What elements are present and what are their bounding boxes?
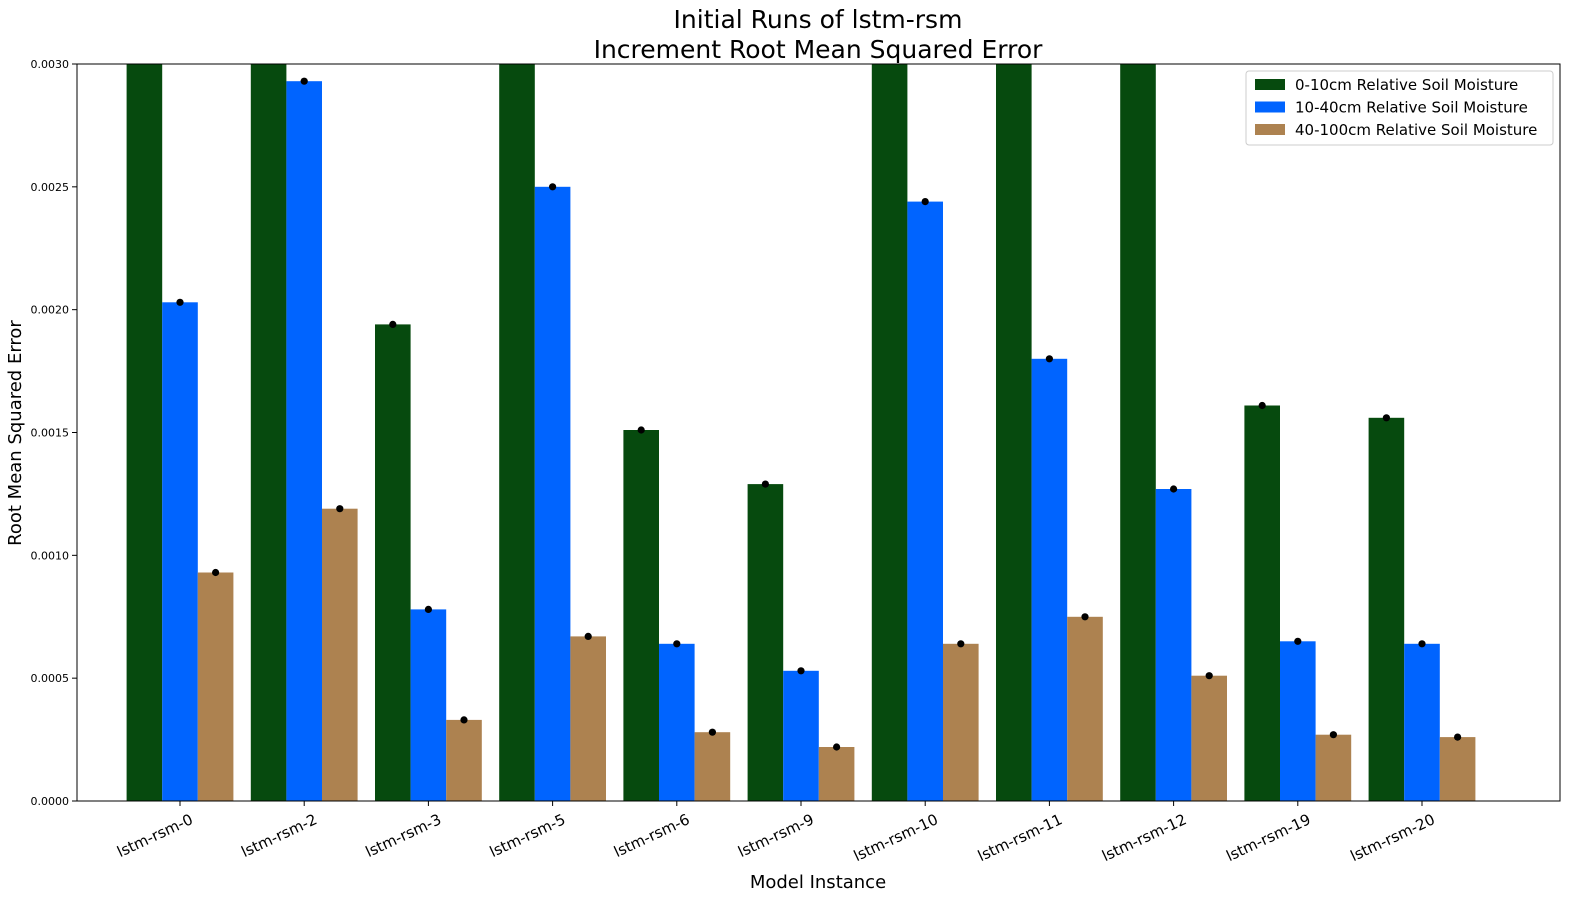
error-marker	[1382, 414, 1390, 422]
bar	[126, 64, 163, 801]
y-axis-label: Root Mean Squared Error	[5, 320, 26, 546]
bar	[534, 186, 571, 801]
y-tick-label: 0.0005	[31, 672, 70, 685]
error-marker	[1045, 355, 1053, 363]
error-marker	[708, 728, 717, 736]
legend-label: 0-10cm Relative Soil Moisture	[1295, 76, 1518, 94]
bar	[499, 64, 535, 801]
x-tick-label: lstm-rsm-20	[1348, 810, 1438, 865]
error-marker	[637, 426, 645, 434]
x-tick-label: lstm-rsm-12	[1099, 810, 1189, 865]
y-tick-label: 0.0020	[31, 304, 70, 317]
bar	[996, 64, 1032, 801]
error-marker	[1454, 733, 1462, 741]
x-tick-label: lstm-rsm-19	[1223, 810, 1313, 865]
legend-swatch	[1255, 79, 1285, 90]
x-tick-label: lstm-rsm-9	[735, 810, 816, 861]
bars-group	[126, 64, 1476, 801]
y-tick-label: 0.0015	[31, 427, 70, 440]
bar	[1280, 641, 1316, 801]
chart-subtitle: Increment Root Mean Squared Error	[594, 35, 1044, 64]
y-tick-label: 0.0030	[31, 58, 70, 71]
error-marker	[921, 198, 929, 206]
error-marker	[549, 183, 557, 191]
bar	[694, 732, 731, 801]
bar	[1404, 643, 1440, 801]
bar	[783, 670, 819, 801]
error-marker	[1170, 485, 1178, 493]
error-marker	[584, 632, 592, 641]
error-marker	[1258, 401, 1266, 410]
bar	[1031, 358, 1068, 801]
bar	[1315, 734, 1352, 801]
bar	[907, 201, 943, 801]
error-markers	[176, 77, 1462, 751]
chart-title: Initial Runs of lstm-rsm	[674, 5, 963, 34]
legend-swatch	[1255, 101, 1285, 113]
x-tick-label: lstm-rsm-3	[363, 810, 444, 861]
bar	[1067, 616, 1103, 801]
bar	[943, 643, 979, 801]
legend-swatch	[1255, 124, 1285, 135]
y-tick-label: 0.0010	[31, 549, 70, 562]
error-marker	[957, 640, 965, 648]
error-marker	[1329, 731, 1337, 739]
error-marker	[1205, 672, 1213, 680]
bar	[747, 484, 784, 801]
error-marker	[389, 320, 397, 328]
bar	[410, 609, 447, 801]
bar	[1120, 64, 1156, 801]
bar	[322, 508, 358, 801]
bar	[1439, 737, 1476, 801]
x-tick-label: lstm-rsm-10	[851, 810, 941, 865]
x-tick-label: lstm-rsm-0	[114, 810, 195, 861]
bar	[162, 302, 198, 801]
bar	[197, 572, 234, 801]
bar	[1155, 489, 1192, 801]
plot-area: 0.0000 0.0005 0.0010 0.0015 0.0020 0.0025 0.00…	[31, 58, 1561, 865]
legend: 0-10cm Relative Soil Moisture 10-40cm Rel…	[1245, 70, 1554, 146]
error-marker	[833, 743, 841, 751]
bar	[1368, 417, 1405, 801]
bar	[570, 636, 606, 801]
bar	[250, 64, 287, 801]
error-marker	[761, 480, 770, 488]
error-marker	[176, 298, 184, 306]
legend-box	[1245, 70, 1554, 146]
error-marker	[212, 568, 220, 577]
error-marker	[1418, 640, 1426, 648]
bar	[1191, 675, 1227, 801]
error-marker	[1081, 613, 1089, 621]
x-tick-label: lstm-rsm-2	[238, 810, 319, 861]
x-tick-label: lstm-rsm-5	[487, 810, 568, 861]
x-tick-label: lstm-rsm-6	[611, 810, 692, 861]
error-marker	[300, 77, 308, 85]
bar	[818, 747, 855, 801]
error-marker	[460, 716, 468, 724]
bar	[286, 81, 322, 801]
bar	[659, 643, 695, 801]
error-marker	[797, 667, 805, 675]
error-marker	[336, 505, 344, 513]
bar	[446, 719, 482, 801]
bar	[375, 324, 411, 801]
error-marker	[424, 605, 432, 614]
bar	[871, 64, 908, 801]
y-tick-label: 0.0000	[31, 795, 70, 808]
error-marker	[1294, 637, 1302, 645]
legend-label: 10-40cm Relative Soil Moisture	[1295, 99, 1528, 117]
bar	[1244, 405, 1280, 801]
bar	[623, 430, 659, 801]
error-marker	[673, 640, 681, 648]
x-tick-label: lstm-rsm-11	[975, 810, 1065, 865]
x-axis-label: Model Instance	[750, 872, 886, 893]
legend-label: 40-100cm Relative Soil Moisture	[1295, 121, 1537, 139]
y-tick-label: 0.0025	[31, 181, 70, 194]
